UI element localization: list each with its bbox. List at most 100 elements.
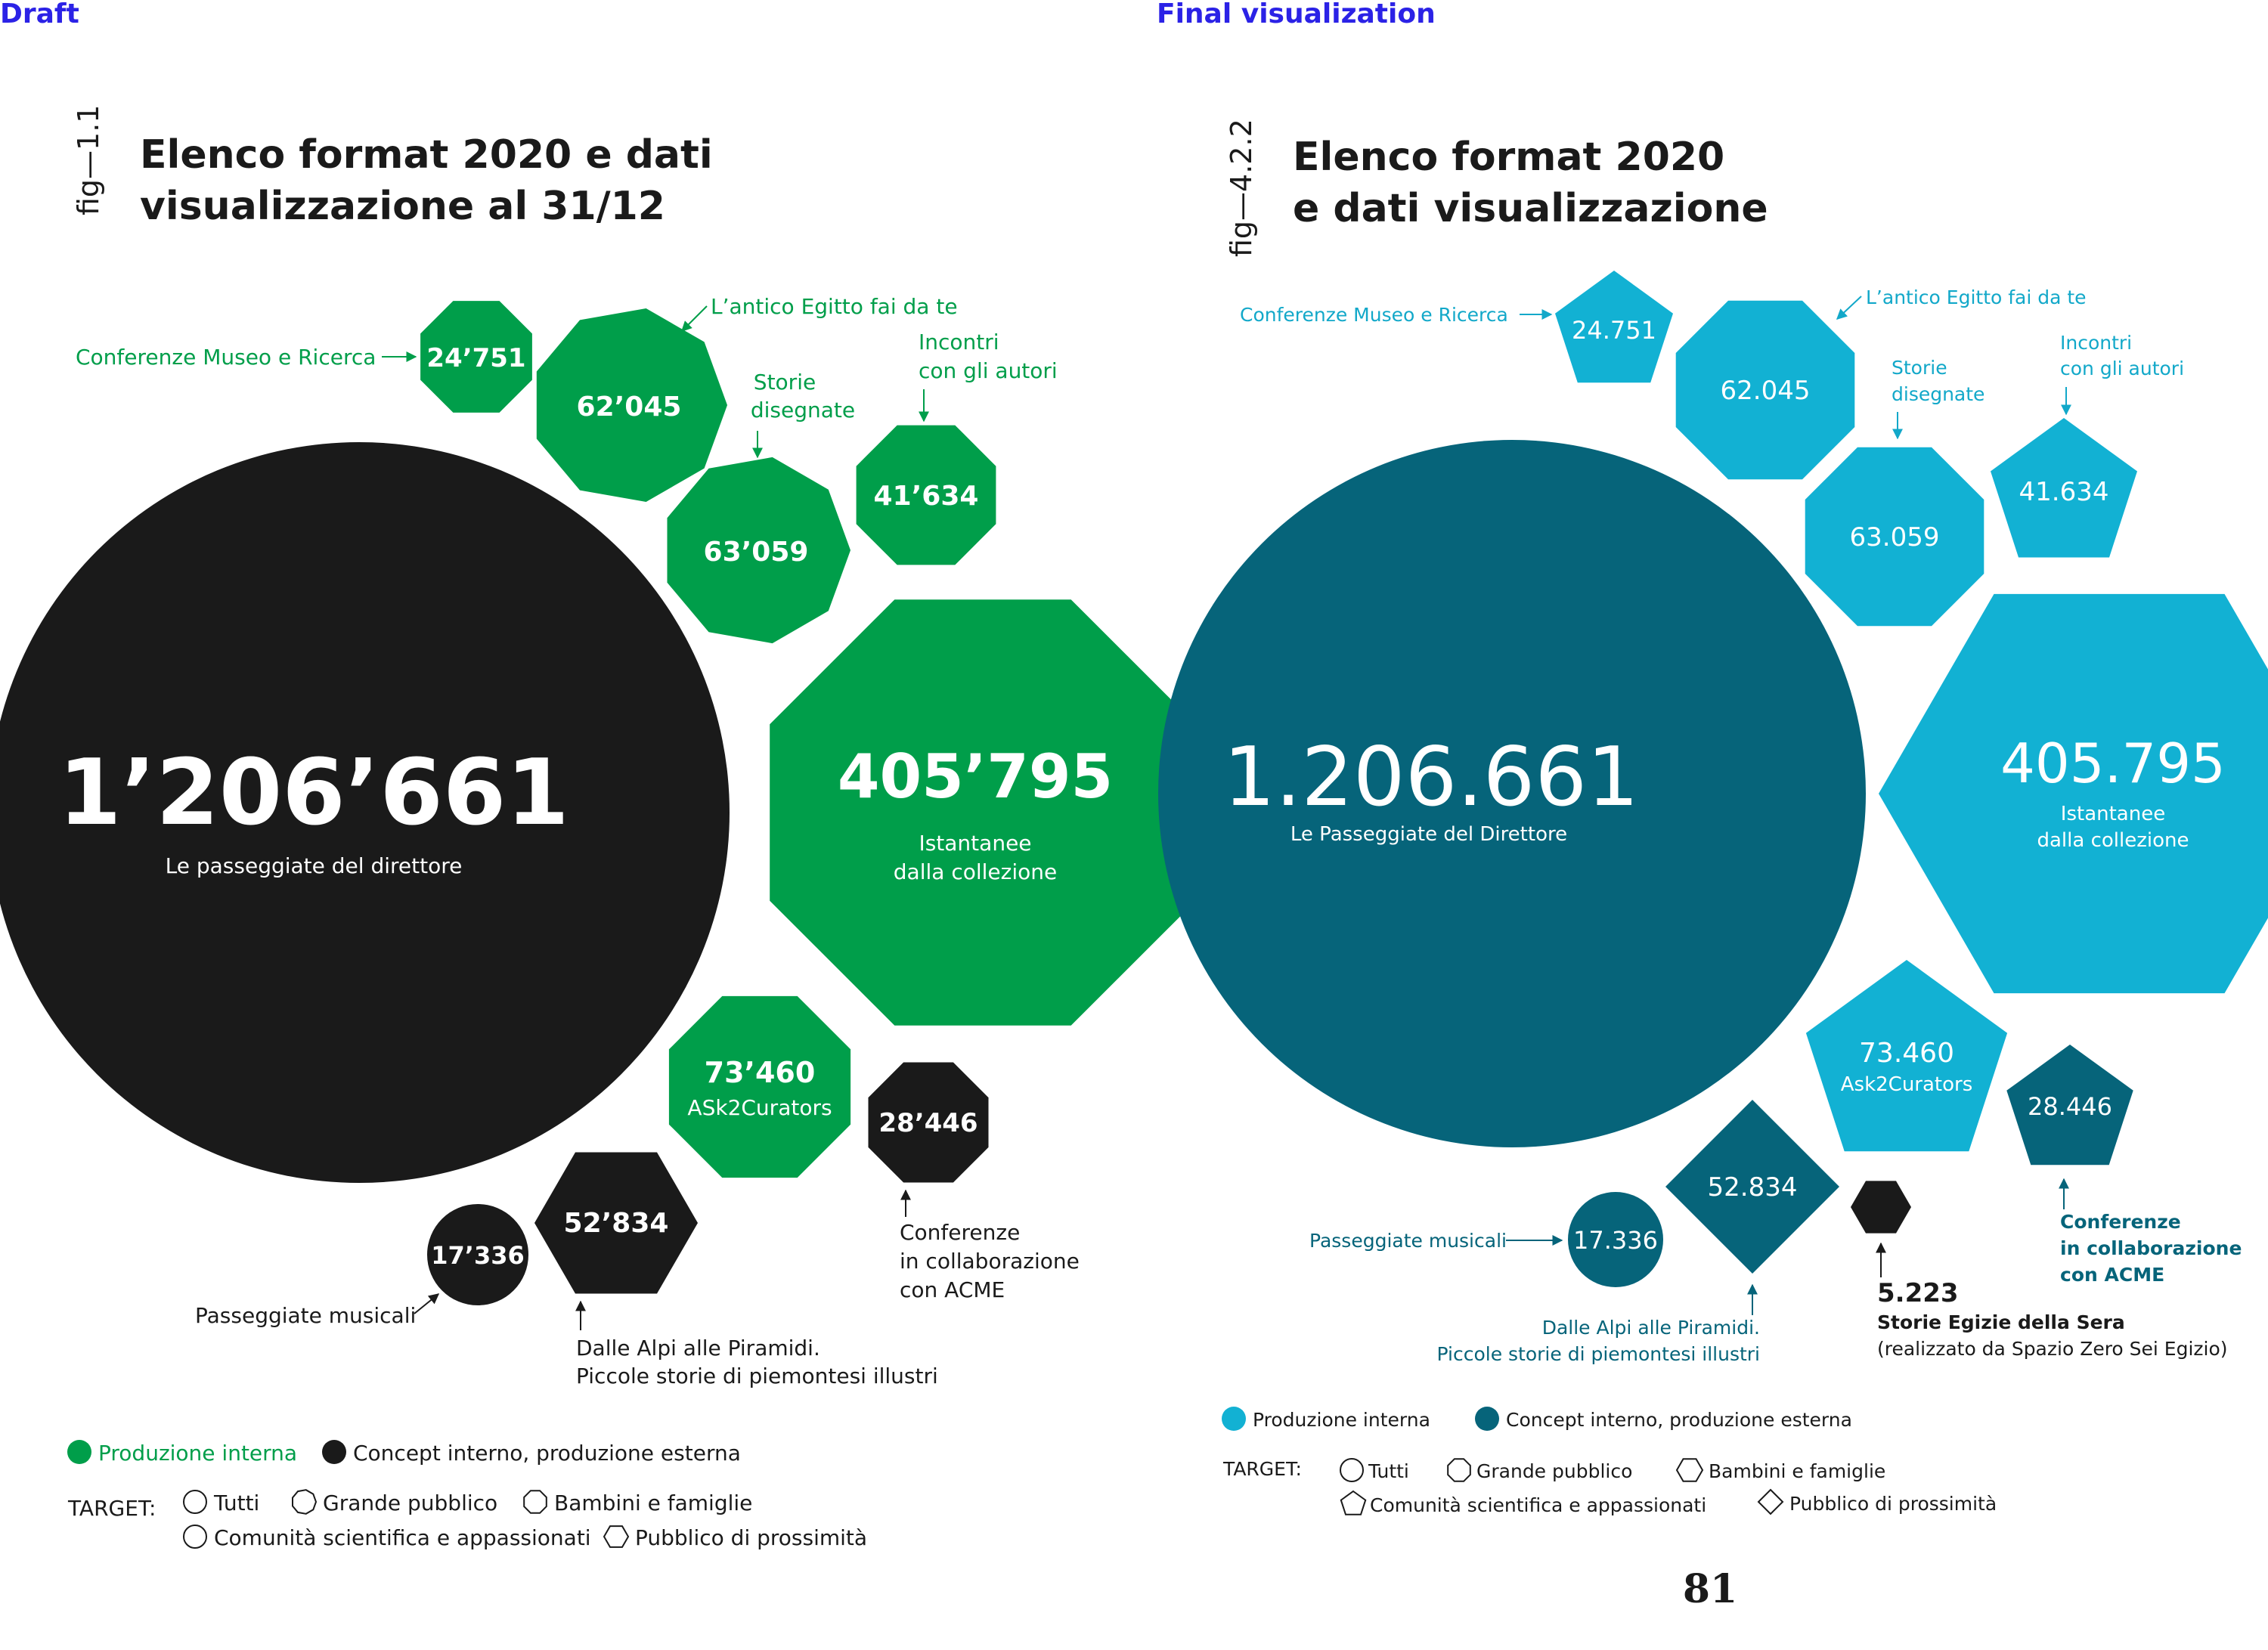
final-shape-passeggiate-musicali: [1568, 1192, 1663, 1287]
final-label-antico-egitto: L’antico Egitto fai da te: [1866, 286, 2087, 308]
final-value-le-passeggiate-del-direttore: 1.206.661: [1223, 730, 1639, 825]
final-label-istantanee-2: dalla collezione: [2037, 829, 2189, 852]
final-section-label: Final visualization: [1157, 0, 1436, 29]
final-legend-target-bambini: Bambini e famiglie: [1709, 1460, 1885, 1482]
final-label-conferenze-acme-1: Conferenze: [2060, 1211, 2181, 1233]
draft-label-incontri-1: Incontri: [919, 330, 999, 354]
draft-value-ask2curators: 73’460: [705, 1056, 816, 1089]
final-label-istantanee-1: Istantanee: [2061, 803, 2165, 825]
final-shape-conferenze-acme: [2006, 1045, 2133, 1166]
draft-label-istantanee-2: dalla collezione: [894, 859, 1057, 884]
final-title-line2: e dati visualizzazione: [1293, 186, 1768, 231]
draft-label-storie-disegnate-1: Storie: [754, 370, 816, 395]
final-label-dalle-alpi-2: Piccole storie di piemontesi illustri: [1437, 1343, 1761, 1365]
final-label-incontri-2: con gli autori: [2060, 358, 2184, 379]
page-number: 81: [1683, 1566, 1737, 1612]
draft-shape-dalle-alpi: [534, 1152, 698, 1294]
final-shape-le-passeggiate-del-direttore: [1158, 440, 1866, 1147]
final-value-conferenze-acme: 28.446: [2028, 1092, 2112, 1121]
draft-legend-target-tutti: Tutti: [213, 1491, 259, 1515]
final-title-line1: Elenco format 2020: [1293, 135, 1724, 180]
final-arrow-antico-egitto: [1836, 296, 1862, 320]
draft-legend-target-label: TARGET:: [67, 1496, 156, 1521]
draft-value-le-passeggiate-del-direttore: 1’206’661: [58, 741, 569, 846]
draft-value-conferenze-museo: 24’751: [426, 343, 525, 373]
draft-shape-storie-disegnate: [667, 457, 850, 644]
final-legend-external-label: Concept interno, produzione esterna: [1506, 1409, 1852, 1431]
final-label-conferenze-museo: Conferenze Museo e Ricerca: [1240, 304, 1508, 326]
final-legend-target-prossimita: Pubblico di prossimità: [1789, 1493, 1997, 1515]
draft-label-dalle-alpi-2: Piccole storie di piemontesi illustri: [576, 1364, 938, 1388]
draft-label-dalle-alpi-1: Dalle Alpi alle Piramidi.: [576, 1336, 820, 1361]
draft-label-ask2curators: ASk2Curators: [687, 1095, 832, 1120]
final-legend-target-bambini-icon: [1675, 1458, 1704, 1482]
draft-label-le-passeggiate-del-direttore: Le passeggiate del direttore: [166, 853, 463, 878]
draft-value-conferenze-acme: 28’446: [878, 1108, 978, 1138]
final-legend-target-comunita: Comunità scientifica e appassionati: [1370, 1494, 1706, 1516]
draft-section-label: Draft: [0, 0, 79, 29]
draft-legend-target-bambini-icon: [523, 1490, 547, 1514]
draft-panel: Draft fig—1.1 Elenco format 2020 e dati …: [0, 0, 1196, 1550]
final-label-storie-egizie-1: Storie Egizie della Sera: [1877, 1311, 2125, 1333]
draft-label-incontri-2: con gli autori: [919, 358, 1058, 383]
draft-label-conferenze-museo: Conferenze Museo e Ricerca: [76, 345, 376, 370]
draft-legend-target-grande-pubblico-icon: [292, 1489, 318, 1515]
final-legend-target-tutti: Tutti: [1368, 1460, 1409, 1482]
draft-value-antico-egitto: 62’045: [577, 392, 682, 423]
draft-shape-incontri: [856, 425, 996, 565]
final-label-ask2curators: Ask2Curators: [1841, 1073, 1973, 1096]
final-shape-incontri: [1991, 418, 2137, 558]
draft-label-passeggiate-musicali: Passeggiate musicali: [195, 1303, 416, 1328]
final-label-le-passeggiate-del-direttore: Le Passeggiate del Direttore: [1290, 823, 1567, 846]
final-value-passeggiate-musicali: 17.336: [1573, 1226, 1658, 1255]
draft-shape-le-passeggiate-del-direttore: [0, 442, 730, 1183]
final-legend-target-grande-pubblico-icon: [1447, 1458, 1471, 1482]
draft-legend-internal-label: Produzione interna: [98, 1441, 297, 1466]
draft-legend-target-grande-pubblico: Grande pubblico: [323, 1491, 497, 1515]
final-shape-antico-egitto: [1675, 300, 1855, 480]
draft-fig-label: fig—1.1: [72, 105, 105, 216]
draft-shape-passeggiate-musicali: [427, 1204, 528, 1305]
final-legend-external-swatch: [1475, 1407, 1499, 1431]
final-label-storie-disegnate-1: Storie: [1892, 357, 1947, 379]
final-legend-target-tutti-icon: [1340, 1458, 1364, 1482]
draft-shape-antico-egitto: [536, 308, 727, 502]
draft-arrow-antico-egitto: [681, 305, 708, 332]
draft-value-dalle-alpi: 52’834: [564, 1208, 669, 1239]
draft-shape-ask2curators: [668, 995, 851, 1178]
draft-label-conferenze-acme-3: con ACME: [900, 1277, 1005, 1302]
final-shape-istantanee: [1879, 593, 2268, 994]
draft-legend-target-comunita: Comunità scientifica e appassionati: [214, 1525, 591, 1550]
draft-legend-target-comunita-icon: [183, 1525, 207, 1549]
final-value-conferenze-museo: 24.751: [1572, 316, 1656, 345]
final-value-storie-disegnate: 63.059: [1850, 522, 1940, 553]
draft-value-incontri: 41’634: [874, 481, 979, 512]
final-label-conferenze-acme-2: in collaborazione: [2060, 1237, 2242, 1259]
draft-legend-target-prossimita: Pubblico di prossimità: [635, 1525, 867, 1550]
final-legend-target-grande-pubblico: Grande pubblico: [1476, 1460, 1632, 1482]
draft-legend-external-label: Concept interno, produzione esterna: [353, 1441, 741, 1466]
final-fig-label: fig—4.2.2: [1225, 119, 1258, 257]
final-value-incontri: 41.634: [2019, 477, 2109, 507]
draft-value-istantanee: 405’795: [838, 741, 1113, 812]
draft-shape-istantanee: [770, 599, 1196, 1026]
final-value-antico-egitto: 62.045: [1721, 376, 1811, 406]
final-value-ask2curators: 73.460: [1859, 1038, 1954, 1069]
final-legend-internal-label: Produzione interna: [1253, 1409, 1430, 1431]
draft-value-storie-disegnate: 63’059: [704, 537, 809, 568]
final-label-conferenze-acme-3: con ACME: [2060, 1264, 2164, 1286]
final-label-storie-egizie-2: (realizzato da Spazio Zero Sei Egizio): [1877, 1338, 2228, 1360]
draft-label-conferenze-acme-2: in collaborazione: [900, 1249, 1080, 1274]
final-value-istantanee: 405.795: [2000, 732, 2226, 795]
draft-title-line2: visualizzazione al 31/12: [140, 184, 665, 229]
final-shape-dalle-alpi: [1665, 1100, 1839, 1274]
final-label-dalle-alpi-1: Dalle Alpi alle Piramidi.: [1542, 1317, 1760, 1339]
draft-label-storie-disegnate-2: disegnate: [751, 398, 855, 423]
final-label-storie-disegnate-2: disegnate: [1892, 383, 1984, 405]
final-label-incontri-1: Incontri: [2060, 332, 2132, 354]
draft-label-conferenze-acme-1: Conferenze: [900, 1220, 1020, 1245]
draft-value-passeggiate-musicali: 17’336: [431, 1241, 524, 1270]
final-shape-ask2curators: [1805, 960, 2008, 1152]
final-legend-target-comunita-icon: [1340, 1490, 1367, 1515]
